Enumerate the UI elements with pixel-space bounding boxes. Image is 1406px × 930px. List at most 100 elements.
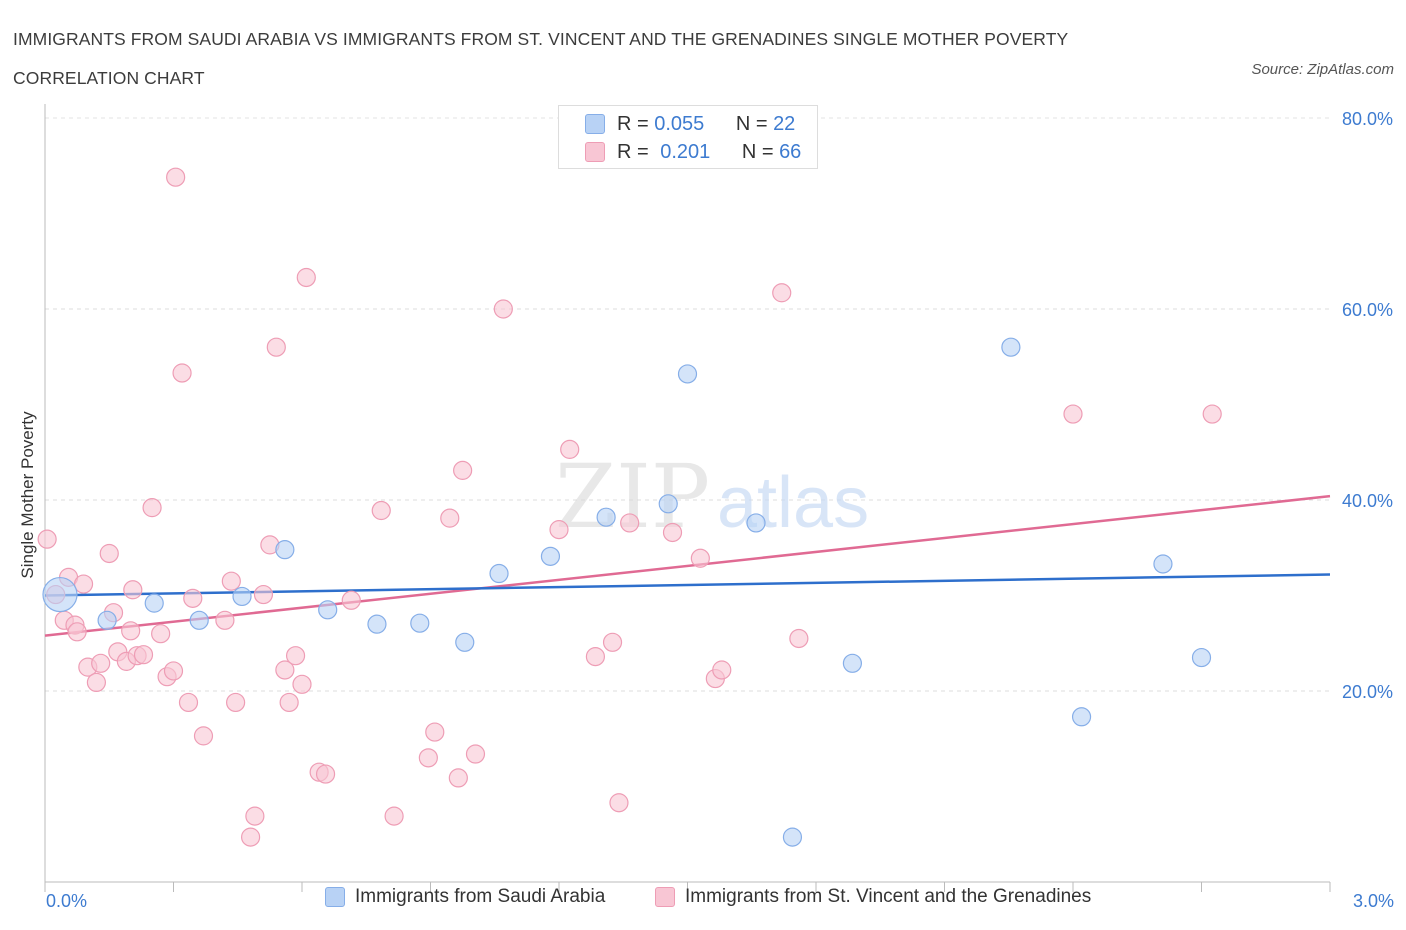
- watermark: ZIP atlas: [555, 445, 869, 548]
- blue-point-11: [540, 546, 561, 566]
- y-tick-label-0: 20.0%: [1342, 682, 1393, 702]
- pink-point-31: [245, 806, 265, 826]
- pink-point-50: [465, 744, 486, 764]
- pink-point-53: [560, 439, 580, 459]
- blue-point-7: [367, 614, 387, 634]
- pink-point-45: [418, 748, 438, 768]
- pink-point-47: [440, 508, 460, 528]
- pink-point-59: [690, 548, 710, 568]
- stats-row-pink: R = 0.201 N = 66: [585, 138, 801, 166]
- x-tick-label-max: 3.0%: [1352, 891, 1394, 911]
- pink-point-26: [193, 726, 214, 746]
- pink-swatch: [585, 142, 605, 162]
- pink-point-52: [549, 520, 569, 540]
- pink-point-18: [142, 498, 162, 518]
- stats-row-blue: R = 0.055 N = 22: [585, 110, 795, 138]
- series-legend: Immigrants from Saudi Arabia Immigrants …: [0, 886, 1406, 918]
- pink-point-48: [448, 768, 468, 788]
- blue-point-19: [1071, 707, 1092, 727]
- pink-point-51: [493, 299, 513, 319]
- pink-point-6: [73, 574, 94, 594]
- pink-point-55: [602, 632, 623, 652]
- pink-point-34: [266, 337, 286, 357]
- pink-point-8: [86, 672, 107, 693]
- legend-swatch-blue: [325, 887, 345, 907]
- blue-point-1: [97, 610, 117, 630]
- pink-point-17: [133, 645, 154, 665]
- legend-item-st-vincent[interactable]: Immigrants from St. Vincent and the Gren…: [655, 886, 1091, 908]
- pink-point-24: [178, 692, 199, 713]
- pink-point-54: [585, 647, 606, 667]
- stats-legend: R = 0.055 N = 22 R = 0.201 N = 66: [558, 105, 818, 169]
- blue-point-10: [489, 563, 509, 584]
- pink-point-30: [241, 827, 261, 847]
- x-tick-label-min: 0.0%: [46, 891, 88, 911]
- pink-point-35: [275, 660, 295, 680]
- pink-point-42: [341, 590, 361, 610]
- blue-point-5: [275, 540, 295, 560]
- blue-point-16: [782, 827, 803, 847]
- pink-point-32: [253, 584, 274, 605]
- pink-point-61: [712, 660, 732, 680]
- pink-point-56: [609, 793, 629, 813]
- blue-point-15: [746, 513, 766, 533]
- watermark-atlas: atlas: [717, 463, 869, 543]
- blue-swatch: [585, 114, 605, 134]
- blue-point-3: [189, 610, 209, 630]
- pink-point-46: [425, 722, 445, 742]
- blue-point-6: [318, 600, 338, 620]
- pink-point-43: [371, 500, 391, 521]
- pink-point-29: [226, 692, 246, 713]
- pink-n-label: N =: [741, 140, 774, 163]
- pink-point-0: [37, 529, 57, 549]
- y-tick-label-3: 80.0%: [1342, 109, 1393, 129]
- blue-r-value: 0.055: [654, 112, 705, 135]
- blue-n-value: 22: [773, 112, 796, 135]
- pink-point-36: [279, 692, 299, 713]
- blue-point-2: [144, 593, 164, 613]
- pink-trend-line: [44, 494, 1331, 637]
- blue-point-17: [842, 653, 863, 673]
- pink-point-41: [315, 764, 336, 784]
- legend-swatch-pink: [655, 887, 675, 907]
- pink-point-23: [172, 363, 192, 383]
- pink-point-58: [662, 522, 683, 543]
- pink-point-39: [296, 267, 316, 288]
- pink-point-10: [99, 543, 119, 564]
- pink-point-25: [183, 588, 203, 608]
- blue-point-18: [1001, 337, 1021, 357]
- legend-item-saudi-arabia[interactable]: Immigrants from Saudi Arabia: [325, 886, 605, 908]
- pink-point-9: [91, 653, 111, 673]
- pink-point-57: [620, 513, 640, 533]
- y-tick-label-1: 40.0%: [1342, 491, 1393, 511]
- blue-r-label: R =: [617, 112, 649, 135]
- gridlines: [45, 117, 1330, 692]
- y-axis-label: Single Mother Poverty: [18, 411, 37, 579]
- pink-point-28: [221, 571, 241, 591]
- legend-label-st-vincent: Immigrants from St. Vincent and the Gren…: [685, 886, 1092, 907]
- pink-point-63: [789, 628, 809, 649]
- pink-point-15: [123, 580, 143, 600]
- series-blue-points: [42, 337, 1212, 847]
- blue-point-20: [1153, 554, 1173, 574]
- blue-point-8: [410, 613, 430, 633]
- blue-point-14: [677, 364, 698, 384]
- pink-point-14: [121, 621, 141, 641]
- watermark-zip: ZIP: [555, 445, 710, 548]
- y-tick-label-2: 60.0%: [1342, 300, 1393, 320]
- pink-r-label: R =: [617, 140, 649, 163]
- y-tick-labels: 20.0% 40.0% 60.0% 80.0%: [1342, 109, 1393, 702]
- pink-point-64: [1063, 404, 1083, 424]
- blue-point-9: [455, 632, 475, 652]
- blue-point-12: [596, 507, 616, 527]
- pink-point-5: [67, 622, 87, 642]
- blue-n-label: N =: [735, 112, 768, 135]
- blue-point-4: [232, 586, 252, 607]
- pink-point-44: [384, 806, 404, 826]
- source-credit: Source: ZipAtlas.com: [1251, 61, 1394, 78]
- axes: [44, 104, 1331, 892]
- pink-point-22: [166, 167, 186, 187]
- pink-point-21: [163, 661, 184, 681]
- pink-n-value: 66: [779, 140, 802, 163]
- pink-point-19: [151, 624, 171, 644]
